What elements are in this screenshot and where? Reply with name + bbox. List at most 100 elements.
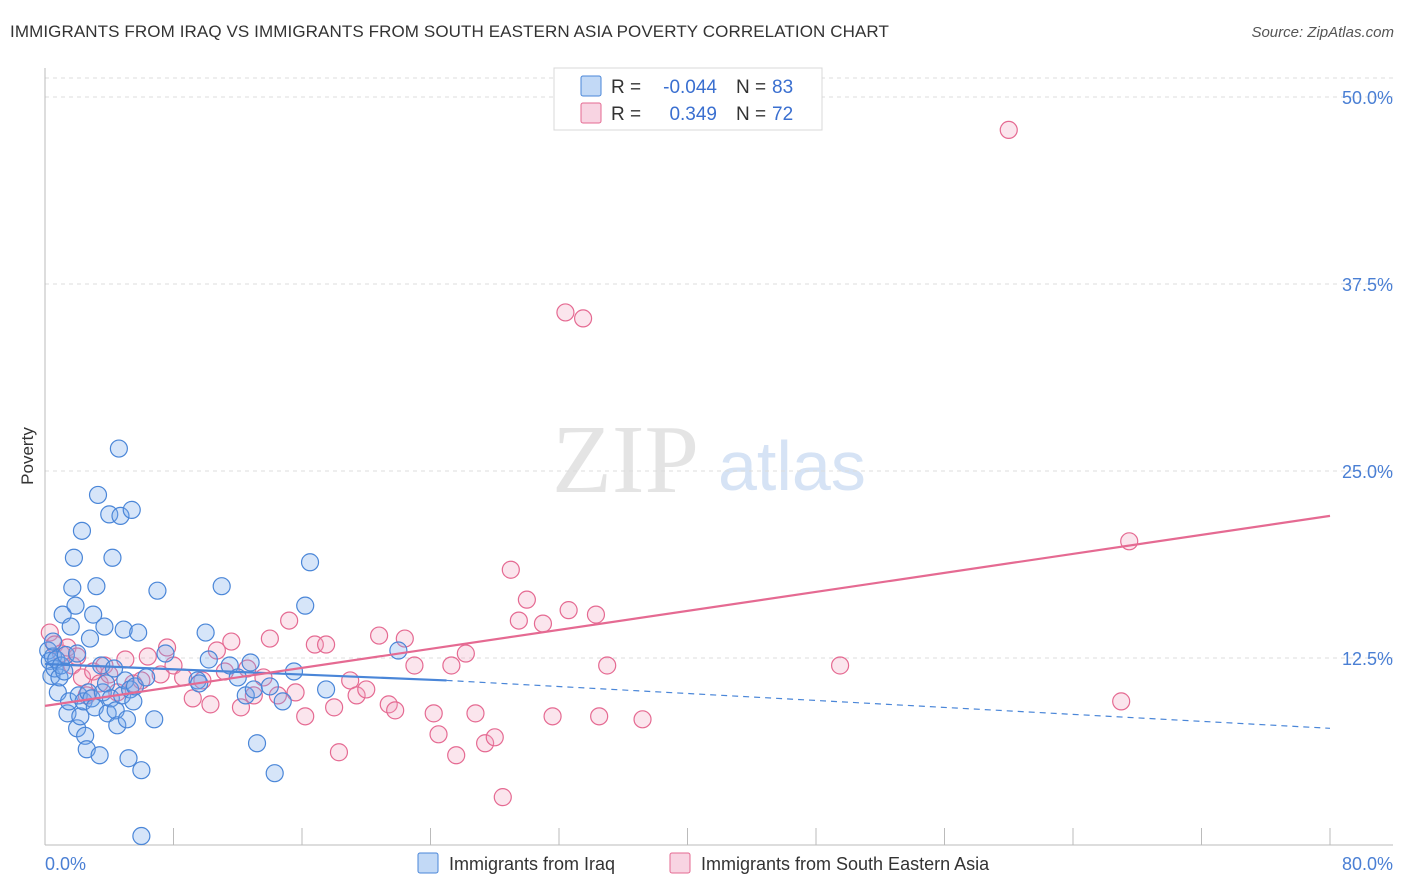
sea-trend-line — [44, 514, 1331, 707]
sea-point — [501, 560, 520, 579]
iraq-point — [88, 485, 108, 505]
sea-point — [556, 303, 575, 322]
trend-lines — [44, 514, 1331, 729]
y-axis-label: Poverty — [18, 427, 37, 485]
sea-point — [466, 704, 485, 723]
iraq-point — [212, 577, 231, 596]
legend-r-value-sea: 0.349 — [669, 104, 717, 125]
iraq-point — [111, 506, 130, 525]
sea-point — [533, 614, 553, 633]
iraq-point — [119, 749, 138, 768]
sea-point — [183, 689, 202, 708]
iraq-point — [145, 710, 164, 729]
sea-point — [543, 707, 562, 726]
sea-point — [999, 120, 1018, 140]
iraq-point — [260, 677, 279, 696]
iraq-point — [104, 659, 124, 678]
sea-point — [493, 788, 512, 807]
tick-labels: 12.5% 25.0% 37.5% 50.0% 0.0% 80.0% — [45, 88, 1393, 874]
sea-point — [370, 626, 389, 645]
legend-n-value-sea: 72 — [772, 104, 793, 125]
sea-point — [325, 698, 344, 717]
sea-point — [386, 701, 405, 720]
sea-point — [1112, 692, 1131, 711]
sea-point — [424, 704, 443, 723]
iraq-point — [117, 710, 137, 729]
source-label: Source: ZipAtlas.com — [1251, 24, 1394, 41]
bottom-legend-label-sea: Immigrants from South Eastern Asia — [701, 854, 990, 874]
sea-point — [405, 656, 424, 675]
sea-point — [151, 665, 170, 684]
sea-point — [429, 725, 448, 744]
iraq-point — [199, 650, 218, 669]
iraq-point — [132, 761, 151, 780]
bottom-legend-swatch-iraq — [417, 852, 439, 874]
sea-point — [157, 638, 177, 657]
x-tick-label: 80.0% — [1342, 854, 1393, 874]
iraq-point — [68, 644, 87, 663]
series-iraq-points — [39, 439, 408, 846]
y-tick-label: 37.5% — [1342, 275, 1393, 295]
sea-point — [476, 734, 495, 753]
iraq-point — [124, 692, 143, 711]
legend-r-label-iraq: R = — [611, 77, 641, 98]
sea-point — [316, 635, 336, 654]
iraq-point — [273, 692, 292, 711]
iraq-point — [316, 680, 336, 699]
iraq-point — [71, 707, 90, 726]
x-tick-label: 0.0% — [45, 854, 86, 874]
bottom-legend-label-iraq: Immigrants from Iraq — [449, 854, 615, 874]
chart-title: IMMIGRANTS FROM IRAQ VS IMMIGRANTS FROM … — [10, 22, 889, 41]
watermark-zip: ZIP — [552, 406, 699, 514]
y-tick-label: 25.0% — [1342, 462, 1393, 482]
legend-n-label-iraq: N = — [736, 77, 766, 98]
legend-n-label-sea: N = — [736, 104, 766, 125]
iraq-point — [109, 439, 128, 458]
legend-r-value-iraq: -0.044 — [663, 77, 717, 98]
iraq-point — [95, 617, 114, 636]
iraq-point — [122, 500, 141, 519]
sea-point — [72, 668, 92, 687]
iraq-point — [247, 734, 267, 753]
iraq-point — [241, 653, 260, 672]
iraq-point — [389, 641, 408, 660]
sea-point — [442, 656, 461, 675]
iraq-point — [64, 548, 84, 567]
iraq-point — [80, 629, 100, 648]
series-legend: Immigrants from Iraq Immigrants from Sou… — [417, 852, 990, 874]
sea-point — [201, 695, 220, 714]
sea-point — [231, 698, 251, 717]
sea-point — [138, 647, 157, 666]
iraq-point — [148, 581, 167, 600]
iraq-trend-extension — [446, 679, 1331, 729]
iraq-point — [116, 671, 135, 690]
watermark-atlas: atlas — [718, 427, 866, 505]
iraq-point — [244, 680, 263, 699]
iraq-point — [61, 617, 80, 636]
iraq-point — [296, 596, 315, 615]
sea-point — [590, 707, 609, 726]
iraq-point — [156, 644, 175, 663]
grid-lines — [45, 77, 1393, 659]
sea-point — [222, 632, 241, 651]
y-tick-label: 50.0% — [1342, 88, 1393, 108]
iraq-point — [72, 521, 92, 540]
legend-r-label-sea: R = — [611, 104, 641, 125]
iraq-point — [66, 596, 85, 615]
iraq-point — [137, 668, 156, 687]
iraq-point — [129, 623, 148, 642]
sea-point — [559, 601, 578, 620]
sea-point — [456, 644, 475, 663]
sea-point — [286, 683, 305, 702]
legend-swatch-iraq — [580, 75, 602, 97]
stats-legend: R = -0.044 N = 83 R = 0.349 N = 72 — [553, 67, 823, 131]
iraq-point — [114, 620, 133, 639]
y-tick-label: 12.5% — [1342, 649, 1393, 669]
sea-point — [509, 611, 528, 630]
iraq-point — [300, 553, 320, 572]
iraq-point — [132, 826, 151, 846]
sea-point — [347, 686, 366, 705]
iraq-point — [108, 716, 127, 735]
iraq-point — [284, 662, 304, 681]
